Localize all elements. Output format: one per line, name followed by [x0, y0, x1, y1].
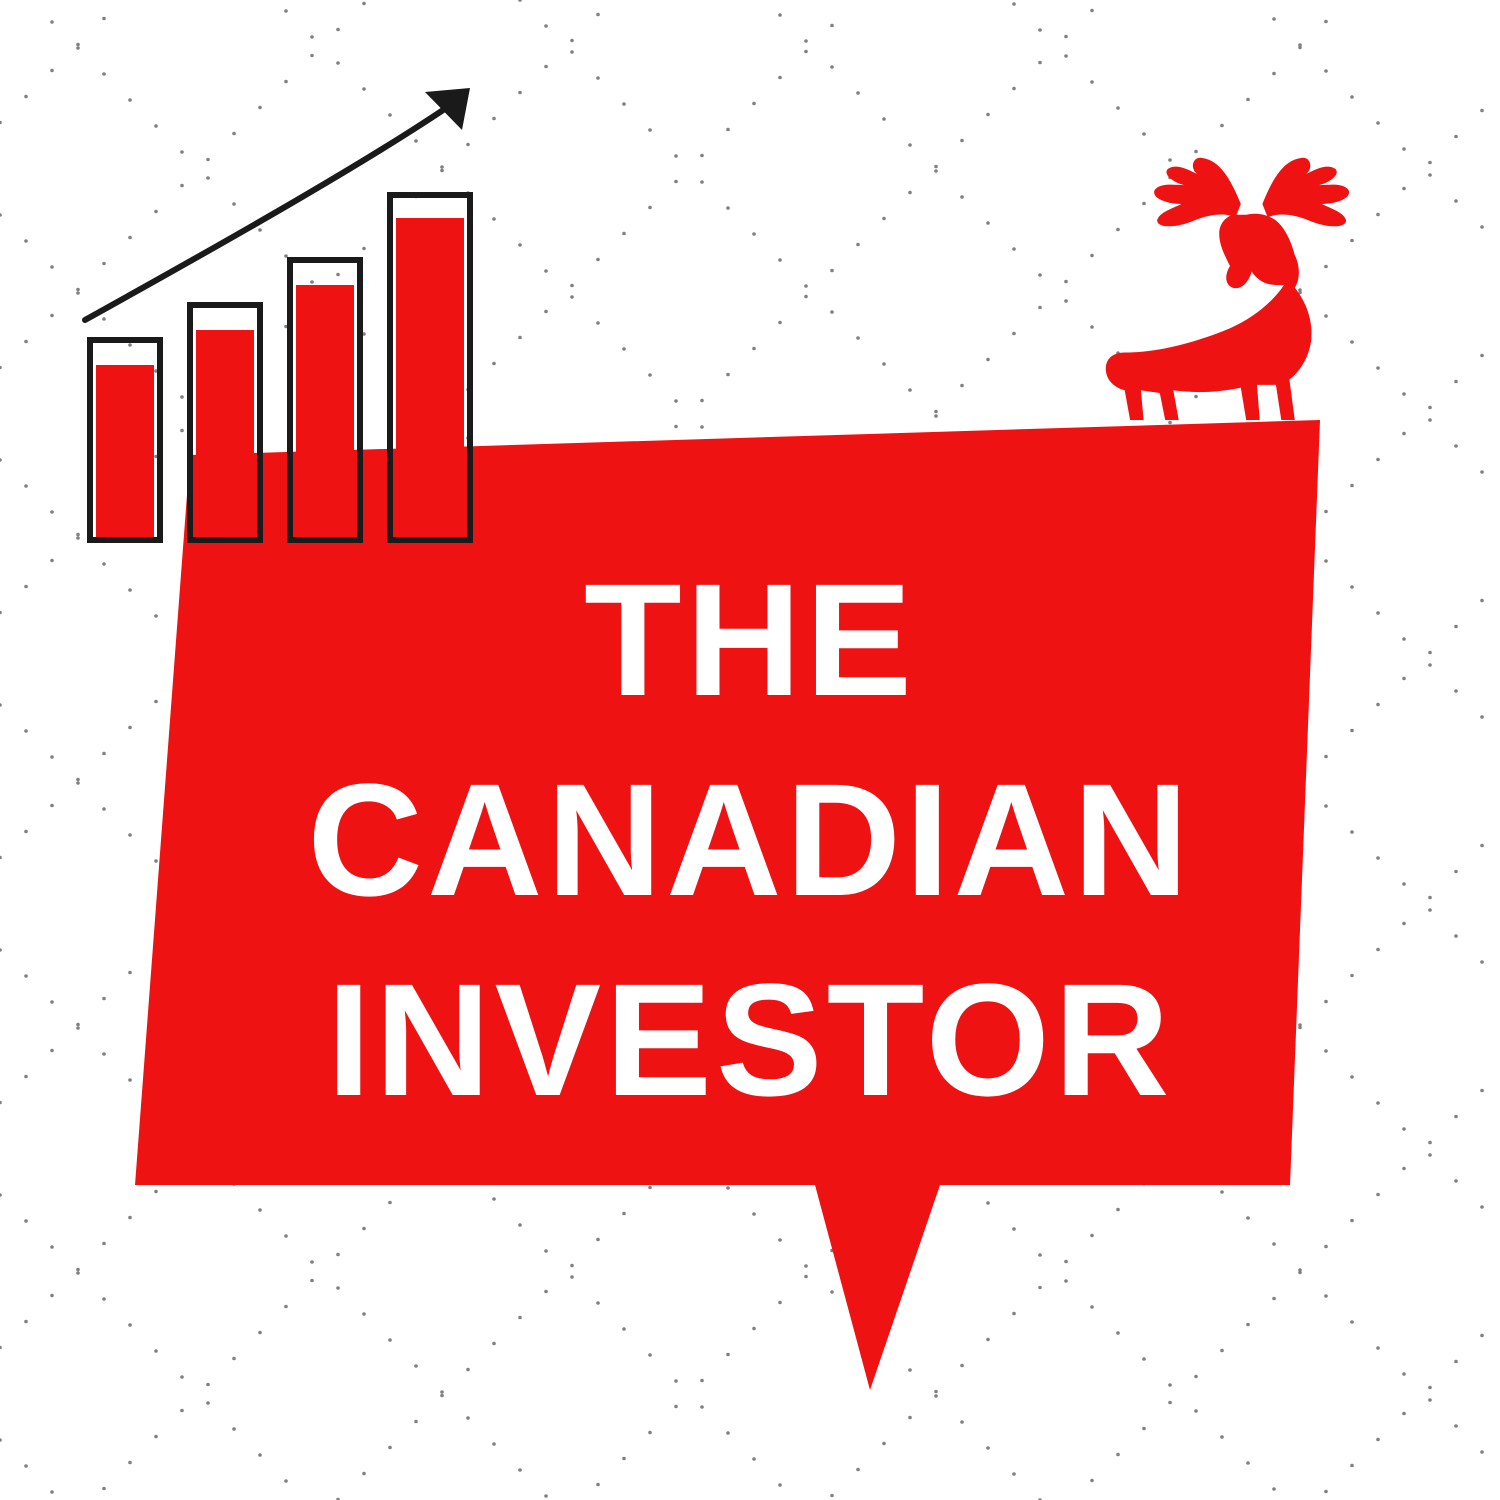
logo-card: THE CANADIAN INVESTOR [0, 0, 1500, 1500]
title-text: THE CANADIAN INVESTOR [307, 540, 1192, 1140]
